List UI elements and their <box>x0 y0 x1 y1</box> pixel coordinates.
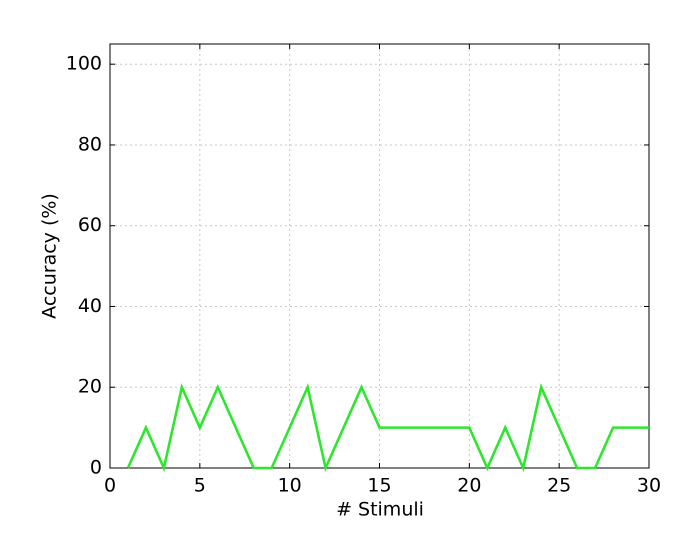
x-tick-label: 20 <box>457 475 481 497</box>
x-axis-label: # Stimuli <box>336 499 424 521</box>
x-tick-label: 30 <box>637 475 661 497</box>
y-tick-label: 40 <box>78 295 102 317</box>
y-tick-label: 20 <box>78 376 102 398</box>
x-tick-label: 0 <box>104 475 116 497</box>
y-tick-label: 0 <box>90 457 102 479</box>
y-tick-label: 80 <box>78 133 102 155</box>
y-tick-label: 60 <box>78 214 102 236</box>
x-tick-label: 25 <box>547 475 571 497</box>
plot-frame <box>109 43 650 469</box>
x-tick-label: 10 <box>278 475 302 497</box>
x-tick-label: 15 <box>367 475 391 497</box>
y-axis-label: Accuracy (%) <box>39 193 61 319</box>
y-tick-label: 100 <box>66 53 102 75</box>
x-tick-label: 5 <box>194 475 206 497</box>
data-line <box>126 383 649 473</box>
